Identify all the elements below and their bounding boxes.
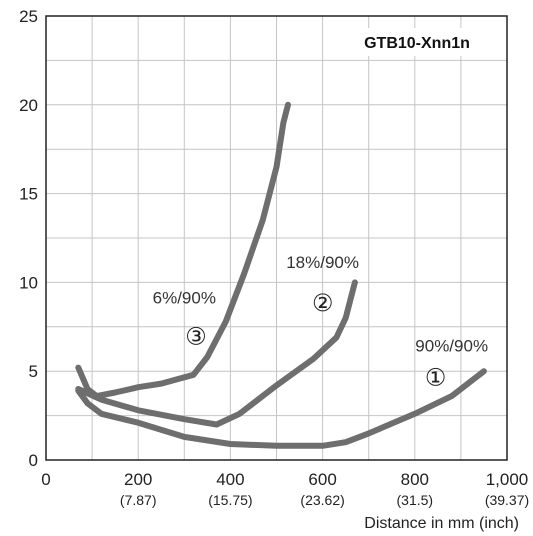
y-tick-label: 10 bbox=[19, 273, 38, 292]
series-marker-2: ② bbox=[312, 289, 334, 317]
plot-frame bbox=[45, 15, 508, 461]
grid-lines bbox=[46, 16, 507, 460]
x-tick-sublabel: (31.5) bbox=[397, 492, 434, 508]
y-tick-labels: 0 5 10 15 20 25 bbox=[19, 7, 38, 470]
x-axis-label: Distance in mm (inch) bbox=[364, 515, 519, 532]
series-line-1 bbox=[75, 368, 487, 449]
x-tick-sublabel: (15.75) bbox=[208, 492, 252, 508]
y-tick-label: 0 bbox=[29, 451, 38, 470]
axes bbox=[45, 15, 508, 461]
chart-title: GTB10-Xnn1n bbox=[364, 35, 470, 52]
y-tick-label: 5 bbox=[29, 362, 38, 381]
series-marker-3: ③ bbox=[185, 323, 207, 351]
series-marker-1: ① bbox=[425, 363, 447, 391]
x-tick-label: 800 bbox=[401, 470, 429, 489]
x-tick-sublabel: (39.37) bbox=[485, 492, 529, 508]
x-tick-label: 200 bbox=[124, 470, 152, 489]
x-tick-label: 600 bbox=[308, 470, 336, 489]
title-background bbox=[333, 28, 499, 56]
series-line-2 bbox=[75, 279, 358, 428]
x-tick-label: 400 bbox=[216, 470, 244, 489]
y-tick-label: 15 bbox=[19, 185, 38, 204]
series-label-90-90: 90%/90% bbox=[415, 337, 488, 356]
series-lines bbox=[75, 101, 487, 449]
y-tick-label: 20 bbox=[19, 96, 38, 115]
x-tick-label: 0 bbox=[41, 470, 50, 489]
series-label-6-90: 6%/90% bbox=[153, 289, 216, 308]
x-tick-sublabel: (7.87) bbox=[120, 492, 157, 508]
x-tick-label: 1,000 bbox=[486, 470, 529, 489]
x-tick-labels: 0 200 (7.87) 400 (15.75) 600 (23.62) 800 (31.5) 1… bbox=[41, 470, 529, 508]
x-tick-sublabel: (23.62) bbox=[300, 492, 344, 508]
y-tick-label: 25 bbox=[19, 7, 38, 26]
series-label-18-90: 18%/90% bbox=[286, 253, 359, 272]
series-line-3 bbox=[75, 101, 291, 400]
